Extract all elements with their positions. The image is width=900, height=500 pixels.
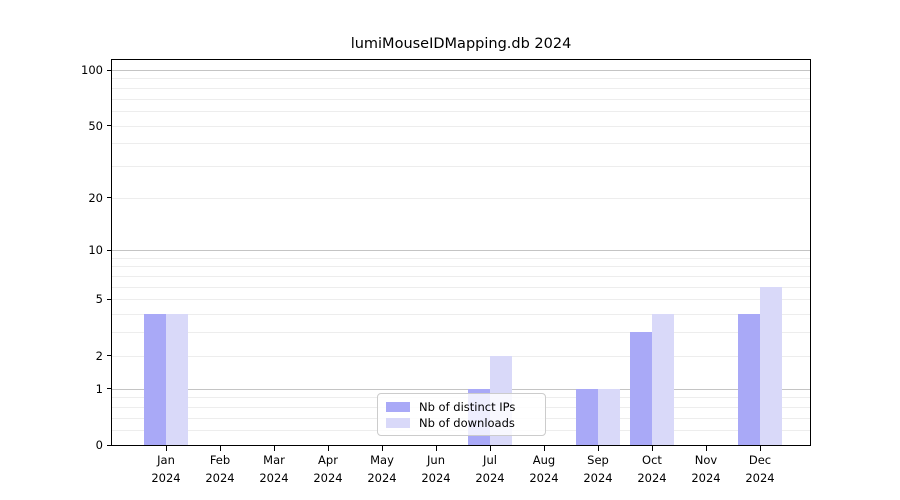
x-tick-year: 2024 <box>691 470 721 485</box>
x-tick-label: Oct 2024 <box>625 452 679 487</box>
x-tick-year: 2024 <box>259 470 289 485</box>
y-tick-label: 10 <box>88 243 103 258</box>
legend-item-downloads: Nb of downloads <box>386 415 537 431</box>
bar <box>166 314 188 445</box>
legend-swatch-downloads <box>386 418 410 428</box>
gridline-major <box>112 70 810 72</box>
gridline-minor <box>112 197 810 199</box>
x-tick-year: 2024 <box>421 470 451 485</box>
gridline-minor <box>112 355 810 357</box>
gridline-minor <box>112 299 810 301</box>
x-tick-label: Jan 2024 <box>139 452 193 487</box>
legend-label: Nb of downloads <box>419 416 515 430</box>
y-axis-tick <box>107 249 112 251</box>
gridline-minor <box>112 332 810 334</box>
gridline-minor <box>112 266 810 268</box>
x-axis-tick <box>165 446 167 451</box>
x-tick-label: Jun 2024 <box>409 452 463 487</box>
plot-area <box>111 59 811 446</box>
x-tick-year: 2024 <box>745 470 775 485</box>
x-tick-label: Aug 2024 <box>517 452 571 487</box>
y-tick-label: 0 <box>95 438 103 452</box>
x-axis-tick <box>597 446 599 451</box>
gridline-minor <box>112 143 810 145</box>
x-tick-label: Feb 2024 <box>193 452 247 487</box>
y-axis-tick <box>107 388 112 390</box>
x-tick-label: Apr 2024 <box>301 452 355 487</box>
x-tick-label: Mar 2024 <box>247 452 301 487</box>
x-axis-tick <box>651 446 653 451</box>
bar <box>738 314 760 445</box>
x-axis-tick <box>435 446 437 451</box>
bar <box>760 286 782 445</box>
bar <box>598 388 620 445</box>
bar <box>144 314 166 445</box>
y-tick-label: 2 <box>95 348 103 363</box>
gridline-minor <box>112 276 810 278</box>
gridline-minor <box>112 165 810 167</box>
x-axis-tick <box>219 446 221 451</box>
x-tick-label: May 2024 <box>355 452 409 487</box>
legend: Nb of distinct IPs Nb of downloads <box>377 393 546 436</box>
y-axis-tick <box>107 444 112 446</box>
gridline-minor <box>112 125 810 127</box>
x-tick-year: 2024 <box>205 470 235 485</box>
y-tick-label: 5 <box>95 292 103 307</box>
bar <box>652 314 674 445</box>
y-axis-tick <box>107 69 112 71</box>
gridline-minor <box>112 87 810 89</box>
x-tick-label: Dec 2024 <box>733 452 787 487</box>
x-axis-tick <box>543 446 545 451</box>
bar <box>576 388 598 445</box>
y-tick-label: 50 <box>88 118 103 133</box>
legend-label: Nb of distinct IPs <box>419 400 516 414</box>
y-tick-label: 20 <box>88 190 103 205</box>
x-axis-tick <box>327 446 329 451</box>
x-tick-label: Jul 2024 <box>463 452 517 487</box>
gridline-minor <box>112 110 810 112</box>
chart-title: lumiMouseIDMapping.db 2024 <box>350 36 572 52</box>
legend-swatch-distinct-ips <box>386 402 410 412</box>
x-tick-year: 2024 <box>475 470 505 485</box>
gridline-minor <box>112 314 810 316</box>
x-tick-year: 2024 <box>151 470 181 485</box>
x-tick-year: 2024 <box>637 470 667 485</box>
x-tick-year: 2024 <box>529 470 559 485</box>
x-axis-tick <box>381 446 383 451</box>
x-tick-year: 2024 <box>313 470 343 485</box>
gridline-minor <box>112 286 810 288</box>
gridline-major <box>112 388 810 390</box>
x-axis-tick <box>705 446 707 451</box>
bar <box>630 332 652 445</box>
x-axis-tick <box>489 446 491 451</box>
x-tick-year: 2024 <box>367 470 397 485</box>
x-axis-tick <box>759 446 761 451</box>
x-tick-label: Sep 2024 <box>571 452 625 487</box>
y-axis-tick <box>107 197 112 199</box>
y-axis-tick <box>107 298 112 300</box>
gridline-minor <box>112 257 810 259</box>
y-axis-tick <box>107 125 112 127</box>
y-tick-label: 1 <box>95 381 103 396</box>
gridline-minor <box>112 98 810 100</box>
x-tick-label: Nov 2024 <box>679 452 733 487</box>
gridline-major <box>112 250 810 252</box>
x-tick-year: 2024 <box>583 470 613 485</box>
x-axis-tick <box>273 446 275 451</box>
y-tick-label: 100 <box>81 63 103 78</box>
gridline-minor <box>112 78 810 80</box>
legend-item-distinct-ips: Nb of distinct IPs <box>386 399 537 415</box>
y-axis-tick <box>107 355 112 357</box>
